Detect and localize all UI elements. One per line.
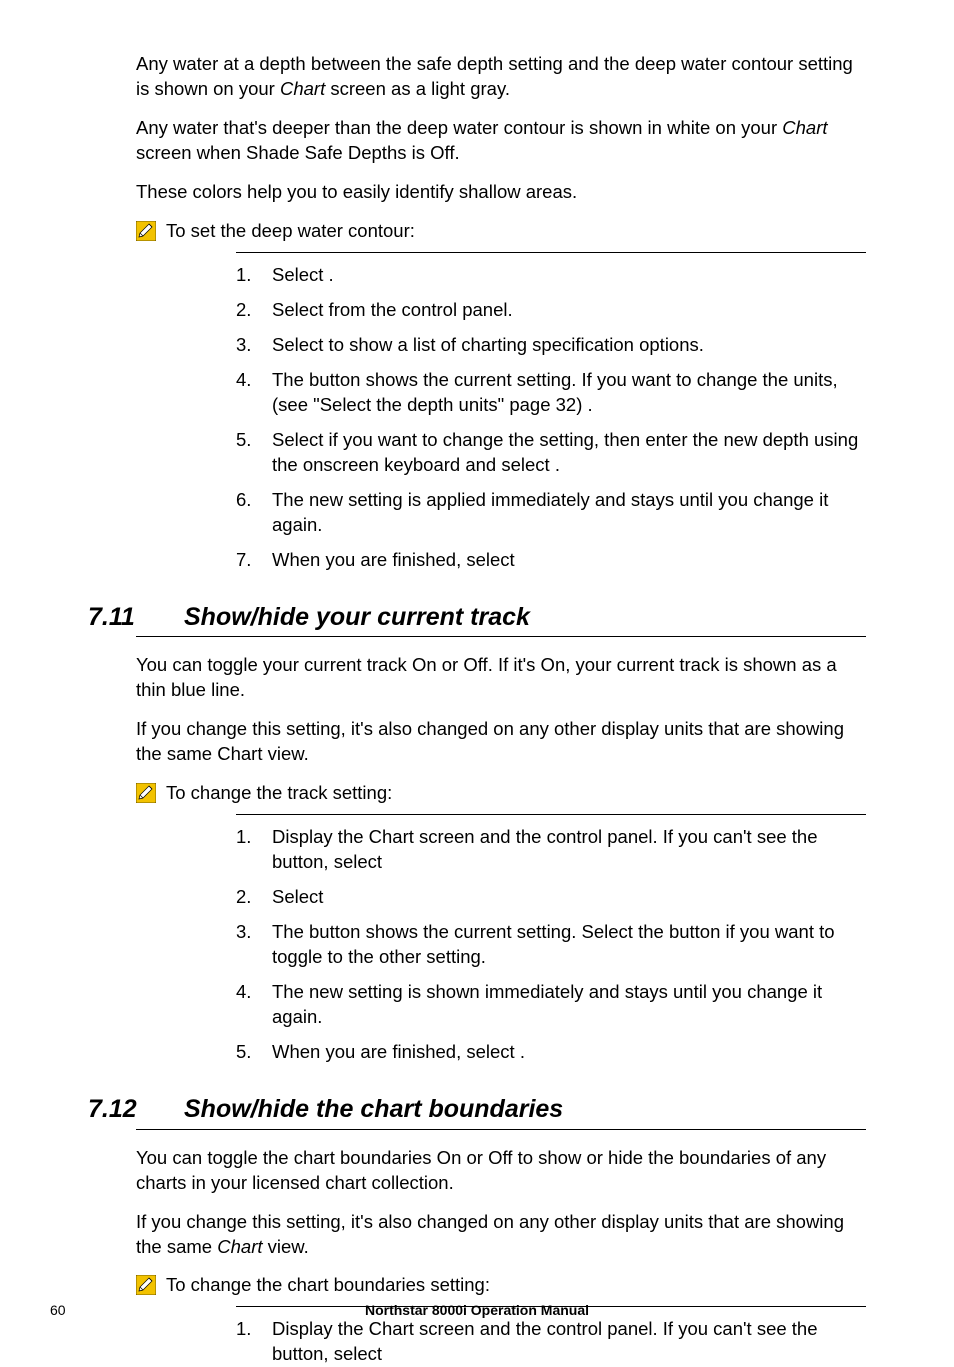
pencil-icon [136,1275,156,1295]
step-item: Select if you want to change the setting… [236,428,866,478]
text: screen as a light gray. [325,78,510,99]
paragraph: If you change this setting, it's also ch… [136,1210,866,1260]
step-item: Display the Chart screen and the control… [236,825,866,875]
task-heading: To set the deep water contour: [136,219,866,244]
page-footer: 60 Northstar 8000i Operation Manual [0,1301,954,1320]
step-item: Select [236,885,866,910]
divider [236,814,866,815]
step-item: The new setting is applied immediately a… [236,488,866,538]
task-text: To change the chart boundaries setting: [166,1273,866,1298]
section-number: 7.11 [88,601,184,635]
step-list: Display the Chart screen and the control… [236,1317,866,1367]
italic-term: Chart [369,1318,414,1339]
text: screen when Shade Safe Depths is Off. [136,142,460,163]
paragraph: These colors help you to easily identify… [136,180,866,205]
task-text: To set the deep water contour: [166,219,866,244]
document-title: Northstar 8000i Operation Manual [0,1301,954,1320]
section-heading: 7.11 Show/hide your current track [88,601,866,635]
italic-term: Chart [782,117,827,138]
paragraph: You can toggle the chart boundaries On o… [136,1146,866,1196]
text: view. [263,1236,309,1257]
divider [136,636,866,637]
task-heading: To change the chart boundaries setting: [136,1273,866,1298]
task-text: To change the track setting: [166,781,866,806]
document-page: Any water at a depth between the safe de… [0,0,954,1367]
text: Any water that's deeper than the deep wa… [136,117,782,138]
italic-term: Chart [217,1236,262,1257]
paragraph: Any water that's deeper than the deep wa… [136,116,866,166]
text: Display the [272,1318,369,1339]
italic-term: Chart [369,826,414,847]
section-number: 7.12 [88,1093,184,1127]
step-list: Select . Select from the control panel. … [236,263,866,573]
divider [136,1129,866,1130]
step-list: Display the Chart screen and the control… [236,825,866,1065]
paragraph: Any water at a depth between the safe de… [136,52,866,102]
divider [236,252,866,253]
task-heading: To change the track setting: [136,781,866,806]
step-item: The button shows the current setting. Se… [236,920,866,970]
step-item: When you are finished, select . [236,1040,866,1065]
paragraph: If you change this setting, it's also ch… [136,717,866,767]
paragraph: You can toggle your current track On or … [136,653,866,703]
step-item: Select from the control panel. [236,298,866,323]
text: Display the [272,826,369,847]
page-number: 60 [50,1301,66,1320]
step-item: Select to show a list of charting specif… [236,333,866,358]
step-item: Select . [236,263,866,288]
section-heading: 7.12 Show/hide the chart boundaries [88,1093,866,1127]
step-item: When you are finished, select [236,548,866,573]
step-item: The new setting is shown immediately and… [236,980,866,1030]
section-title: Show/hide the chart boundaries [184,1093,563,1127]
section-title: Show/hide your current track [184,601,530,635]
step-item: Display the Chart screen and the control… [236,1317,866,1367]
italic-term: Chart [280,78,325,99]
pencil-icon [136,783,156,803]
step-item: The button shows the current setting. If… [236,368,866,418]
pencil-icon [136,221,156,241]
